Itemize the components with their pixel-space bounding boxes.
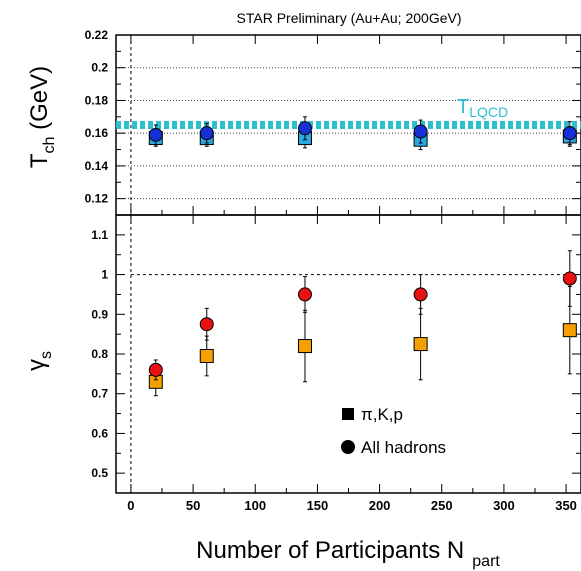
bottom-ytick-label: 0.5 bbox=[91, 466, 108, 480]
bottom-circle-point bbox=[148, 362, 163, 377]
chart-title: STAR Preliminary (Au+Au; 200GeV) bbox=[237, 10, 462, 26]
top-ytick-label: 0.16 bbox=[85, 126, 109, 140]
bottom-y-label-sub: s bbox=[38, 351, 55, 359]
lqcd-label-sub: LQCD bbox=[469, 104, 508, 120]
bottom-square-point bbox=[413, 337, 428, 352]
top-ytick-label: 0.18 bbox=[85, 93, 109, 107]
xtick-label: 0 bbox=[127, 498, 134, 513]
svg-text:γs: γs bbox=[23, 351, 55, 371]
bottom-square-point bbox=[297, 339, 312, 354]
xtick-label: 250 bbox=[431, 498, 453, 513]
lqcd-label: TLQCD bbox=[457, 96, 508, 120]
legend-label-all-hadrons: All hadrons bbox=[361, 438, 446, 457]
legend-label-pikp: π,K,p bbox=[361, 405, 403, 424]
bottom-ytick-label: 0.8 bbox=[91, 347, 108, 361]
top-y-label-rest: (GeV) bbox=[26, 66, 53, 137]
top-panel: 0.12 0.14 0.16 0.18 0.2 0.22 TLQCD bbox=[85, 28, 581, 216]
x-label-main: Number of Participants N bbox=[196, 537, 464, 564]
bottom-circle-point bbox=[199, 317, 214, 332]
legend: π,K,p All hadrons bbox=[341, 405, 446, 457]
xtick-label: 200 bbox=[369, 498, 391, 513]
top-circle-point bbox=[413, 124, 428, 139]
top-ytick-label: 0.2 bbox=[91, 61, 108, 75]
bottom-square-point bbox=[199, 348, 214, 363]
top-circle-point bbox=[199, 126, 214, 141]
xtick-label: 50 bbox=[186, 498, 200, 513]
bottom-panel: 0.5 0.6 0.7 0.8 0.9 1 1.1 0 50 100 150 200 250 300 350 bbox=[91, 214, 581, 513]
bottom-circle-point bbox=[413, 287, 428, 302]
legend-square-marker bbox=[342, 408, 354, 420]
x-label-sub: part bbox=[472, 553, 500, 570]
top-ytick-label: 0.12 bbox=[85, 192, 109, 206]
top-circle-point bbox=[297, 121, 312, 136]
top-ytick-label: 0.22 bbox=[85, 28, 109, 42]
bottom-ytick-label: 0.6 bbox=[91, 426, 108, 440]
svg-text:Tch (GeV): Tch (GeV) bbox=[26, 66, 58, 168]
top-y-label-sub: ch bbox=[41, 137, 58, 154]
bottom-ytick-label: 0.9 bbox=[91, 307, 108, 321]
xtick-label: 300 bbox=[493, 498, 515, 513]
bottom-ytick-label: 1 bbox=[101, 268, 108, 282]
xtick-label: 150 bbox=[307, 498, 329, 513]
xtick-label: 350 bbox=[555, 498, 577, 513]
x-axis-label: Number of Participants N part bbox=[196, 537, 500, 570]
top-circle-point bbox=[148, 127, 163, 142]
bottom-circle-point bbox=[297, 287, 312, 302]
bottom-y-axis-label: γs bbox=[23, 351, 55, 371]
bottom-square-point bbox=[562, 323, 577, 338]
bottom-circle-point bbox=[562, 271, 577, 286]
bottom-ytick-label: 0.7 bbox=[91, 387, 108, 401]
bottom-y-label-main: γ bbox=[23, 359, 50, 371]
legend-circle-marker bbox=[341, 440, 355, 454]
top-ytick-label: 0.14 bbox=[85, 159, 109, 173]
xtick-label: 100 bbox=[244, 498, 266, 513]
top-y-label-main: T bbox=[26, 153, 53, 168]
top-y-axis-label: Tch (GeV) bbox=[26, 66, 58, 168]
lqcd-label-main: T bbox=[457, 96, 469, 118]
top-circle-point bbox=[562, 126, 577, 141]
bottom-ytick-label: 1.1 bbox=[91, 228, 108, 242]
